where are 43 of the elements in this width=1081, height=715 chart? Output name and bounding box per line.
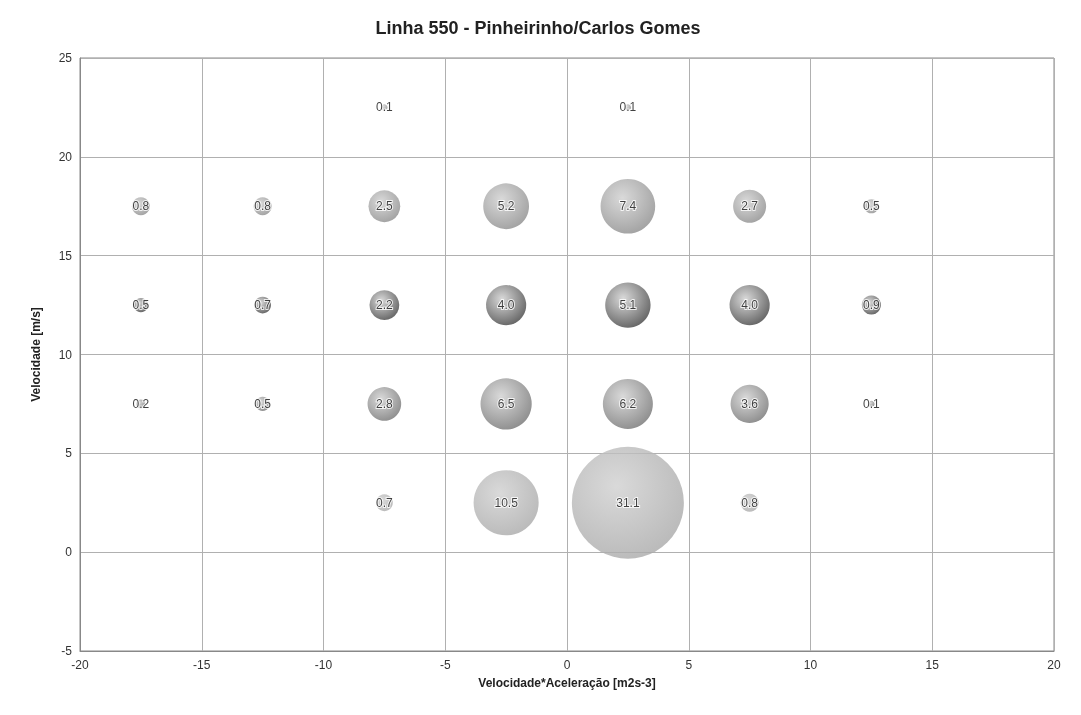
x-tick-label: -20 bbox=[71, 658, 89, 672]
y-axis-title: Velocidade [m/s] bbox=[29, 307, 43, 402]
y-tick-label: 0 bbox=[65, 545, 73, 560]
x-tick-label: 0 bbox=[563, 658, 571, 672]
chart-title: Linha 550 - Pinheirinho/Carlos Gomes bbox=[375, 18, 701, 38]
x-tick-label: -15 bbox=[193, 658, 211, 672]
data-label: 4.0 bbox=[741, 298, 759, 313]
data-label: 6.5 bbox=[497, 396, 515, 411]
y-tick-label: 5 bbox=[65, 446, 73, 461]
data-label: 2.2 bbox=[376, 298, 394, 313]
data-label: 0.8 bbox=[132, 199, 150, 214]
data-label: 10.5 bbox=[494, 495, 519, 510]
data-label: 5.2 bbox=[497, 199, 515, 214]
data-label: 7.4 bbox=[619, 199, 637, 214]
data-label: 2.5 bbox=[376, 199, 394, 214]
y-tick-label: 25 bbox=[58, 51, 73, 65]
data-label: 5.1 bbox=[619, 298, 637, 313]
data-label: 31.1 bbox=[616, 495, 640, 510]
y-tick-label: 15 bbox=[58, 248, 73, 263]
x-tick-label: 5 bbox=[685, 658, 693, 672]
y-tick-label: -5 bbox=[61, 644, 73, 658]
data-label: 2.7 bbox=[741, 199, 759, 214]
data-label: 0.8 bbox=[741, 495, 759, 510]
data-label: 2.8 bbox=[376, 396, 394, 411]
data-label: 3.6 bbox=[741, 396, 759, 411]
x-tick-label: 20 bbox=[1047, 658, 1061, 672]
x-tick-label: -5 bbox=[439, 658, 451, 672]
data-label: 6.2 bbox=[619, 396, 637, 411]
data-label: 0.1 bbox=[619, 100, 637, 115]
y-tick-label: 20 bbox=[58, 149, 73, 164]
data-label: 0.1 bbox=[376, 100, 394, 115]
x-tick-label: -10 bbox=[314, 658, 333, 672]
data-label: 0.1 bbox=[863, 396, 881, 411]
data-label: 0.9 bbox=[863, 298, 881, 313]
data-label: 0.7 bbox=[376, 495, 394, 510]
y-tick-label: 10 bbox=[58, 347, 73, 362]
x-tick-label: 10 bbox=[803, 658, 818, 672]
data-label: 0.8 bbox=[254, 199, 272, 214]
data-label: 4.0 bbox=[497, 298, 515, 313]
data-label: 0.2 bbox=[132, 396, 150, 411]
x-axis-title: Velocidade*Aceleração [m2s-3] bbox=[478, 676, 656, 690]
data-label: 0.5 bbox=[863, 199, 881, 214]
x-tick-label: 15 bbox=[925, 658, 940, 672]
